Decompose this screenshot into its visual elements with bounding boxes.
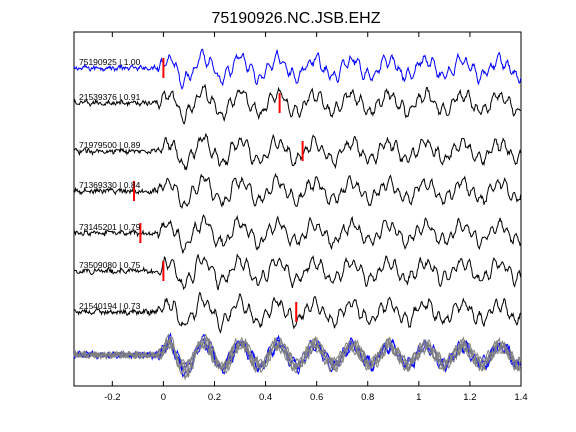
x-tick-label: 0.8	[361, 392, 374, 403]
trace-line	[73, 172, 522, 209]
x-tick-label: 1	[416, 392, 421, 403]
trace-label: 21539376 | 0.91	[79, 92, 141, 102]
trace-label: 21540194 | 0.73	[79, 301, 141, 311]
overlay-stack	[73, 332, 522, 381]
overlay-trace	[73, 335, 522, 376]
chart-title: 75190926.NC.JSB.EHZ	[212, 10, 381, 27]
trace-label: 75190925 | 1.00	[79, 57, 141, 67]
trace-label: 71979500 | 0.89	[79, 140, 141, 150]
x-tick-label: 0	[161, 392, 166, 403]
trace-line	[73, 48, 522, 91]
trace-label: 73145201 | 0.79	[79, 222, 141, 232]
x-tick-label: 0.6	[310, 392, 323, 403]
plot-frame	[73, 31, 522, 387]
trace-line	[73, 83, 521, 125]
trace-label: 71369330 | 0.84	[79, 180, 141, 190]
trace-line	[73, 291, 522, 334]
trace-line	[73, 133, 522, 171]
pick-marker-group	[133, 58, 304, 322]
trace-group	[73, 48, 522, 334]
trace-label: 73509080 | 0.75	[79, 260, 141, 270]
x-tick-label: 1.4	[514, 392, 527, 403]
x-tick-label: 0.2	[208, 392, 221, 403]
x-axis: -0.2 0 0.2 0.4 0.6 0.8 1 1.2 1.4	[104, 32, 528, 403]
trace-line	[73, 253, 522, 291]
trace-label-group: 75190925 | 1.00 21539376 | 0.91 71979500 |…	[79, 57, 141, 311]
x-tick-label: -0.2	[104, 392, 120, 403]
trace-line	[73, 214, 522, 254]
x-tick-label: 0.4	[259, 392, 272, 403]
x-tick-label: 1.2	[463, 392, 476, 403]
